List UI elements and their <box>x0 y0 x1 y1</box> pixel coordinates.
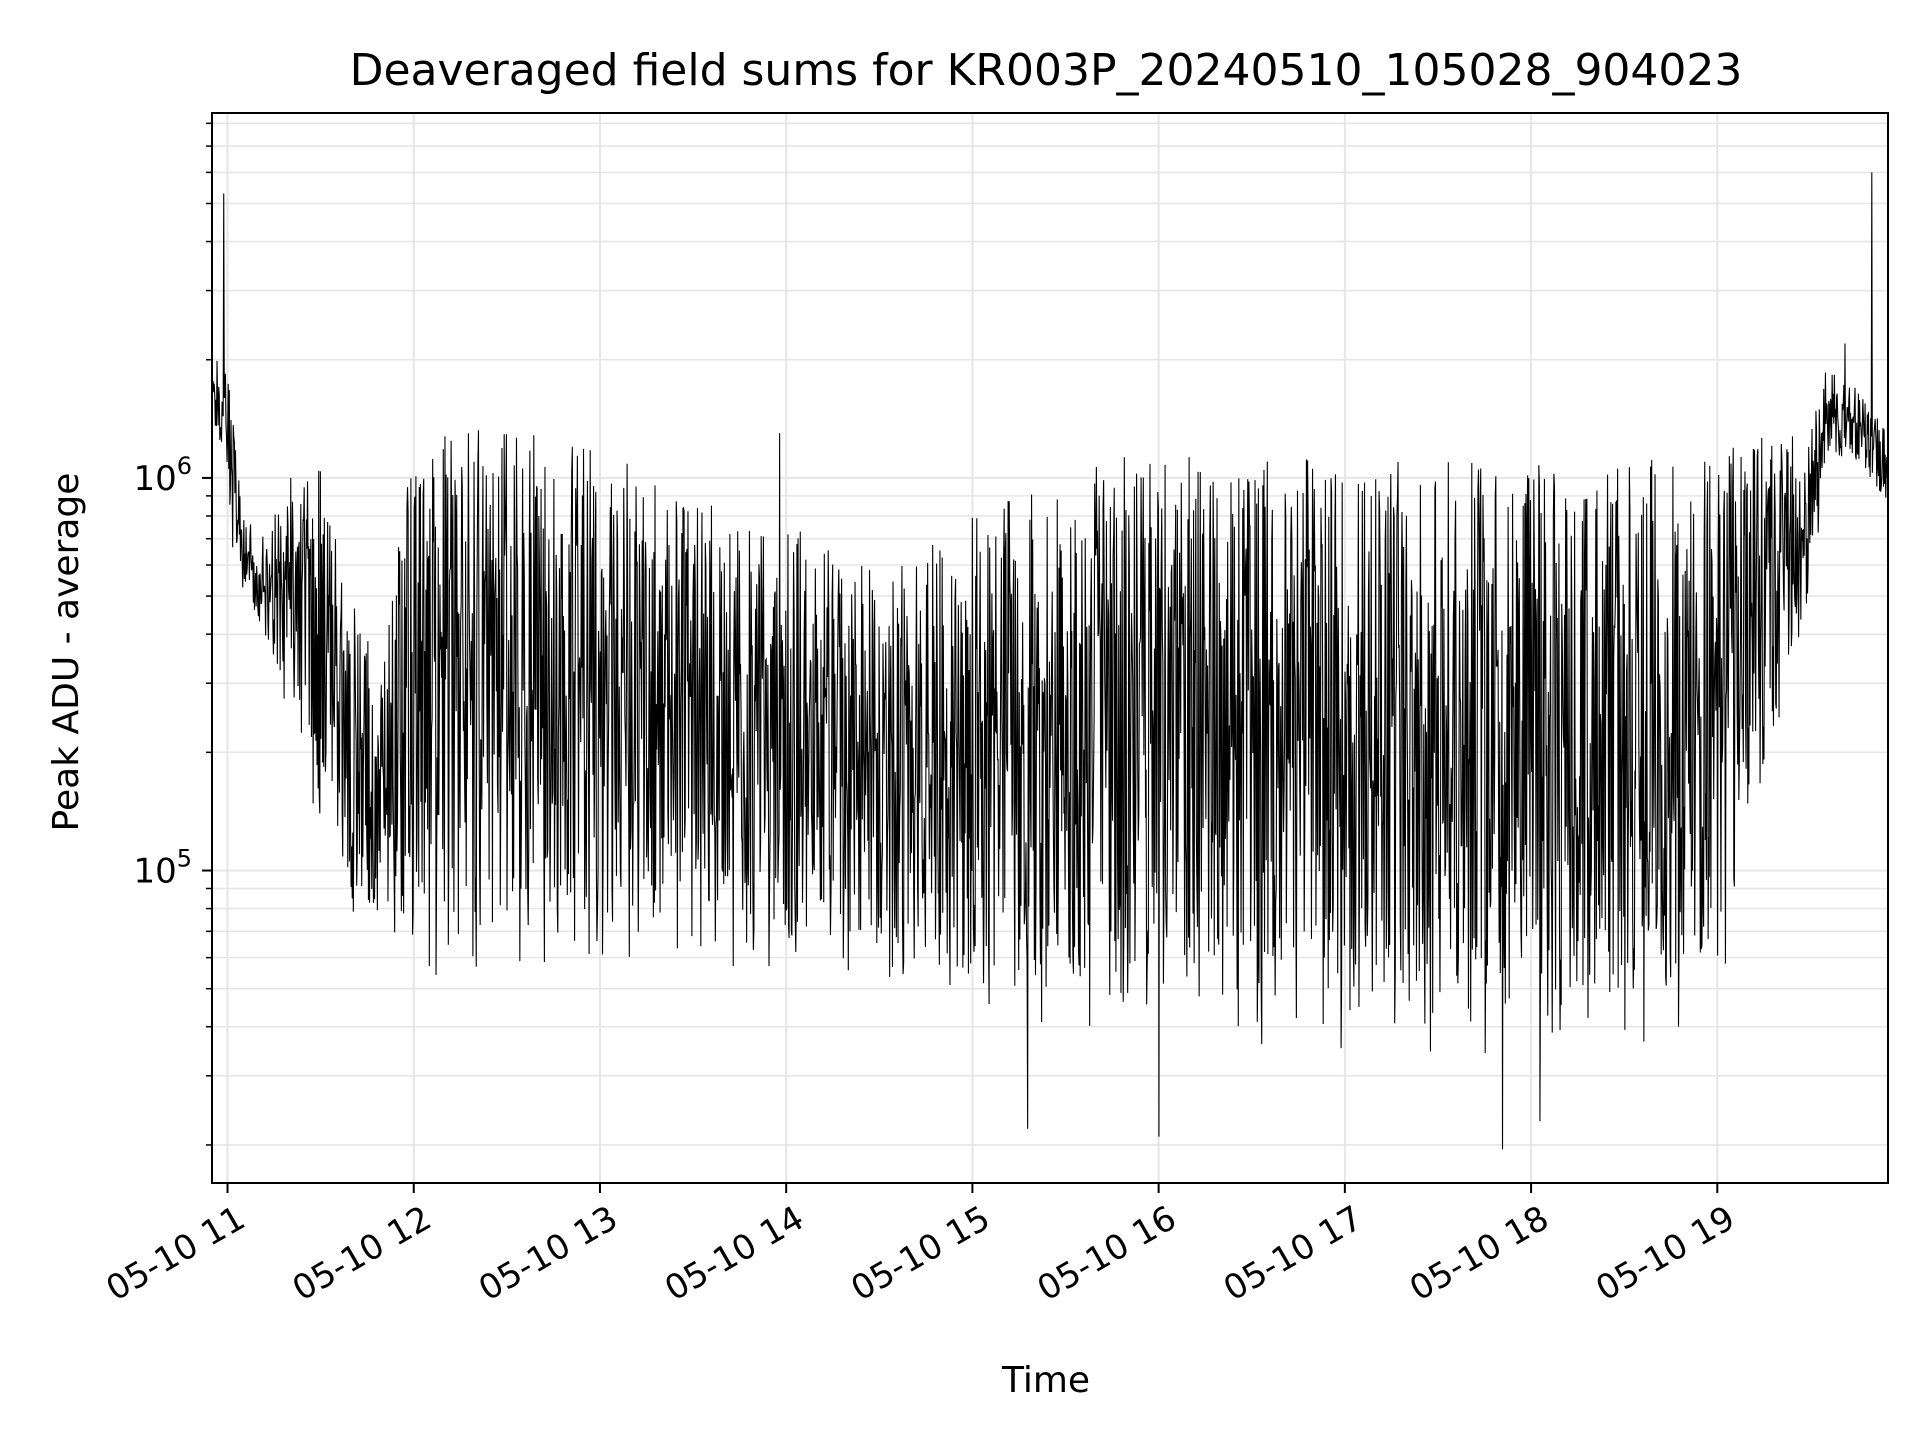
y-tick-base: 10 <box>133 852 176 892</box>
plot-frame <box>211 112 1889 1184</box>
y-tick-exponent: 5 <box>177 845 192 873</box>
y-tick-label: 105 <box>133 845 192 892</box>
chart-title: Deaveraged field sums for KR003P_2024051… <box>350 45 1743 96</box>
y-tick-exponent: 6 <box>177 452 192 480</box>
data-series <box>211 172 1889 1150</box>
series-line <box>211 172 1889 1150</box>
y-axis-label: Peak ADU - average <box>46 473 87 832</box>
x-axis-label: Time <box>1001 1360 1090 1401</box>
y-tick-base: 10 <box>133 459 176 499</box>
y-tick-label: 106 <box>133 452 192 499</box>
